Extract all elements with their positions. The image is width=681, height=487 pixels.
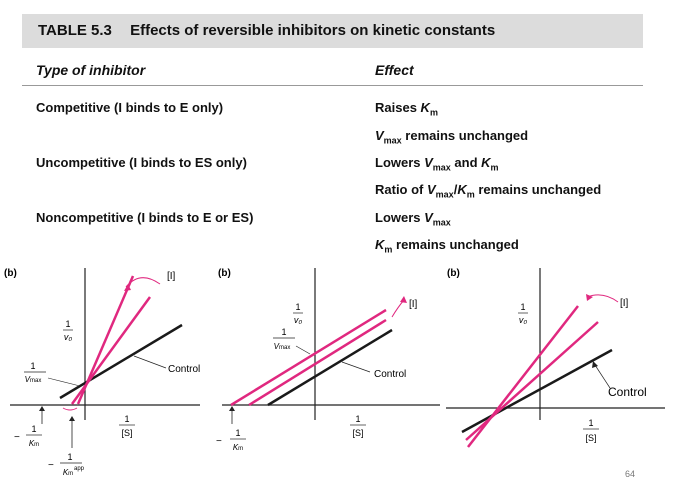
svg-text:1: 1 bbox=[30, 361, 35, 371]
col-type-header: Type of inhibitor bbox=[36, 62, 146, 78]
table-title-text: Effects of reversible inhibitors on kine… bbox=[130, 22, 496, 39]
svg-text:v₀: v₀ bbox=[294, 315, 303, 325]
col-effect-header: Effect bbox=[375, 62, 414, 78]
svg-text:1: 1 bbox=[235, 428, 240, 438]
plot3-control-pointer-head bbox=[592, 361, 598, 368]
table-number: TABLE 5.3 bbox=[38, 22, 112, 39]
plot2-inhibitor-arrow bbox=[391, 299, 405, 318]
plot2-inhibited-line-2 bbox=[248, 318, 387, 407]
row-competitive-effect-1: Raises Km bbox=[375, 100, 438, 118]
page-number: 64 bbox=[624, 469, 635, 479]
svg-text:1: 1 bbox=[295, 302, 300, 312]
svg-text:v₀: v₀ bbox=[64, 332, 73, 342]
header-rule bbox=[22, 85, 643, 86]
plot3-control-pointer bbox=[594, 364, 611, 389]
svg-text:Km: Km bbox=[233, 443, 243, 452]
plot1-x-intercept-control: − 1 Km bbox=[14, 406, 45, 448]
plot3-inhibited-line-2 bbox=[465, 321, 599, 441]
plot2-control-pointer bbox=[341, 361, 371, 373]
svg-text:1: 1 bbox=[355, 414, 360, 424]
row-uncompetitive-effect-1: Lowers Vmax and Km bbox=[375, 155, 499, 173]
svg-text:Vmax: Vmax bbox=[274, 342, 291, 351]
plot-competitive: (b) [I] Control 1 v₀ 1 Vmax − 1 bbox=[4, 268, 200, 477]
plot1-x-intercept-inhibited: − 1 Km app bbox=[48, 416, 85, 477]
plot1-y-axis-label: 1 v₀ bbox=[63, 319, 73, 342]
plot1-control-label: Control bbox=[168, 364, 200, 375]
svg-text:1: 1 bbox=[31, 424, 36, 434]
svg-text:Km: Km bbox=[29, 439, 39, 448]
plot2-label: (b) bbox=[218, 268, 231, 279]
svg-text:−: − bbox=[216, 436, 222, 447]
table-header: TABLE 5.3 Effects of reversible inhibito… bbox=[22, 14, 643, 48]
plot2-inhibited-line-1 bbox=[230, 308, 387, 407]
plot1-control-pointer bbox=[133, 355, 167, 369]
lineweaver-burk-plots: (b) [I] Control 1 v₀ 1 Vmax − 1 bbox=[4, 268, 665, 477]
plot1-inhibitor-label: [I] bbox=[167, 271, 176, 282]
svg-text:1: 1 bbox=[281, 327, 286, 337]
plot-noncompetitive: (b) [I] Control 1 v₀ 1 [S] bbox=[446, 268, 665, 448]
row-competitive-type: Competitive (I binds to E only) bbox=[36, 100, 224, 115]
plot3-inhibitor-label: [I] bbox=[620, 298, 629, 309]
plot2-control-line bbox=[267, 328, 393, 407]
plot3-inhibited-line-1 bbox=[467, 305, 579, 448]
svg-text:Vmax: Vmax bbox=[25, 375, 42, 384]
svg-text:[S]: [S] bbox=[121, 428, 132, 438]
svg-text:v₀: v₀ bbox=[519, 315, 528, 325]
plot1-inhibited-line-2 bbox=[76, 275, 135, 405]
svg-text:app: app bbox=[74, 466, 85, 472]
plot1-label: (b) bbox=[4, 268, 17, 279]
plot3-control-label: Control bbox=[608, 385, 647, 399]
row-noncompetitive-effect-2: Km remains unchanged bbox=[375, 237, 519, 255]
row-uncompetitive-type: Uncompetitive (I binds to ES only) bbox=[36, 155, 247, 170]
plot1-y-intercept-label: 1 Vmax bbox=[24, 361, 81, 387]
plot-uncompetitive: (b) [I] Control 1 v₀ 1 Vmax − 1 Km bbox=[216, 268, 440, 452]
row-competitive-effect-2: Vmax remains unchanged bbox=[375, 128, 529, 146]
plot3-y-axis-label: 1 v₀ bbox=[518, 302, 528, 325]
svg-text:Km: Km bbox=[63, 468, 73, 477]
plot1-arrowhead bbox=[124, 284, 131, 291]
svg-text:1: 1 bbox=[124, 414, 129, 424]
table-title: TABLE 5.3 Effects of reversible inhibito… bbox=[38, 22, 495, 39]
plot3-inhibitor-arrow bbox=[586, 294, 619, 303]
plot2-arrowhead bbox=[400, 296, 407, 303]
plot1-x-axis-label: 1 [S] bbox=[119, 414, 135, 438]
row-noncompetitive-type: Noncompetitive (I binds to E or ES) bbox=[36, 210, 254, 225]
svg-text:1: 1 bbox=[67, 452, 72, 462]
plot1-control-line bbox=[59, 323, 183, 400]
svg-text:[S]: [S] bbox=[585, 433, 596, 443]
row-noncompetitive-effect-1: Lowers Vmax bbox=[375, 210, 451, 228]
plot3-control-line bbox=[461, 348, 613, 434]
plot3-arrowhead bbox=[586, 294, 593, 301]
plot2-x-axis-label: 1 [S] bbox=[350, 414, 366, 438]
plot2-y-intercept-label: 1 Vmax bbox=[273, 327, 311, 355]
plot2-control-label: Control bbox=[374, 369, 406, 380]
inhibitor-table: TABLE 5.3 Effects of reversible inhibito… bbox=[22, 14, 643, 264]
plot3-x-axis-label: 1 [S] bbox=[583, 418, 599, 443]
plot1-inhibitor-arrow bbox=[125, 277, 161, 288]
svg-text:−: − bbox=[48, 460, 54, 471]
svg-text:[S]: [S] bbox=[352, 428, 363, 438]
row-uncompetitive-effect-2: Ratio of Vmax/Km remains unchanged bbox=[375, 182, 602, 200]
svg-text:1: 1 bbox=[520, 302, 525, 312]
plot2-inhibitor-label: [I] bbox=[409, 299, 418, 310]
plot3-label: (b) bbox=[447, 268, 460, 279]
plot2-x-intercept: − 1 Km bbox=[216, 406, 246, 452]
plot1-shift-marker bbox=[62, 407, 78, 411]
svg-text:−: − bbox=[14, 432, 20, 443]
svg-text:1: 1 bbox=[65, 319, 70, 329]
plot2-y-axis-label: 1 v₀ bbox=[293, 302, 303, 325]
svg-text:1: 1 bbox=[588, 418, 593, 428]
